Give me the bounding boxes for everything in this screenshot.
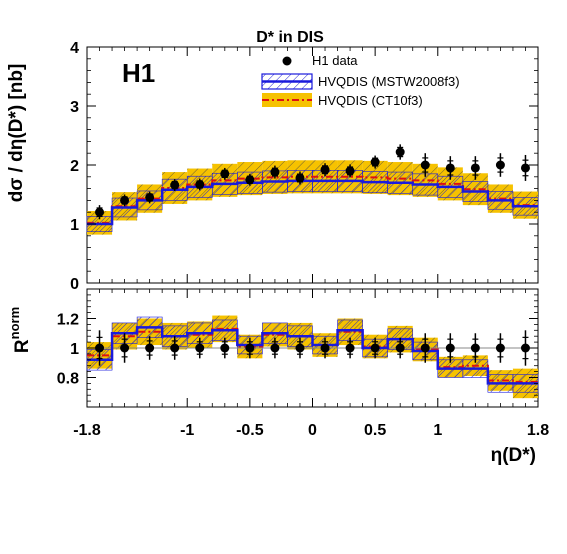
data-point bbox=[420, 343, 430, 353]
legend-marker-h1-data bbox=[282, 56, 292, 66]
y-axis-label-bottom-sup: norm bbox=[7, 307, 22, 340]
data-point bbox=[320, 343, 330, 353]
data-point bbox=[120, 195, 130, 205]
data-point bbox=[270, 343, 280, 353]
y-tick-label: 4 bbox=[70, 40, 79, 57]
data-point bbox=[95, 343, 105, 353]
legend-label-mstw: HVQDIS (MSTW2008f3) bbox=[318, 74, 460, 89]
data-point bbox=[445, 163, 455, 173]
data-point bbox=[245, 175, 255, 185]
data-point bbox=[395, 147, 405, 157]
data-point bbox=[445, 343, 455, 353]
data-point bbox=[395, 343, 405, 353]
data-point bbox=[320, 165, 330, 175]
x-tick-label: 1.8 bbox=[527, 422, 549, 439]
experiment-label: H1 bbox=[122, 58, 155, 88]
data-point bbox=[220, 169, 230, 179]
data-point bbox=[120, 343, 130, 353]
mstw-line-bottom bbox=[87, 326, 538, 385]
data-point bbox=[520, 343, 530, 353]
data-point bbox=[170, 343, 180, 353]
legend-label-h1-data: H1 data bbox=[312, 53, 358, 68]
y-tick-label: 0 bbox=[70, 276, 79, 293]
y-ticks-bottom: 0.8 1 1.2 bbox=[57, 288, 538, 408]
data-point bbox=[170, 180, 180, 190]
data-point bbox=[520, 163, 530, 173]
top-panel: 0 1 2 3 4 H1 H1 data HVQDIS (MSTW2008f3) HVQ… bbox=[6, 40, 539, 293]
y-tick-label: 1.2 bbox=[57, 312, 79, 329]
data-point bbox=[145, 343, 155, 353]
data-point bbox=[195, 179, 205, 189]
y-ticks-top: 0 1 2 3 4 bbox=[70, 40, 538, 293]
y-tick-label: 0.8 bbox=[57, 371, 79, 388]
data-point bbox=[245, 343, 255, 353]
y-tick-label: 1 bbox=[70, 217, 79, 234]
data-point bbox=[370, 343, 380, 353]
data-points-bottom bbox=[95, 330, 530, 366]
y-axis-label-bottom: Rnorm bbox=[7, 307, 33, 353]
data-point bbox=[95, 207, 105, 217]
data-point bbox=[370, 157, 380, 167]
data-point bbox=[420, 160, 430, 170]
data-point bbox=[345, 343, 355, 353]
x-ticks-top bbox=[86, 47, 539, 283]
x-tick-label: -1.8 bbox=[73, 422, 101, 439]
data-point bbox=[345, 166, 355, 176]
data-point bbox=[470, 343, 480, 353]
data-point bbox=[270, 167, 280, 177]
legend-label-ct10: HVQDIS (CT10f3) bbox=[318, 93, 423, 108]
y-axis-label-bottom-base: R bbox=[12, 339, 33, 353]
legend: H1 data HVQDIS (MSTW2008f3) HVQDIS (CT10… bbox=[261, 53, 460, 108]
x-tick-label: 1 bbox=[433, 422, 442, 439]
chart-title: D* in DIS bbox=[256, 29, 324, 46]
data-points-top bbox=[95, 144, 530, 220]
x-tick-label: 0 bbox=[308, 422, 317, 439]
data-point bbox=[145, 192, 155, 202]
y-axis-label-top: dσ / dη(D*) [nb] bbox=[6, 64, 27, 203]
x-tick-label: -0.5 bbox=[236, 422, 264, 439]
x-tick-label: -1 bbox=[180, 422, 194, 439]
x-tick-label: 0.5 bbox=[364, 422, 386, 439]
data-point bbox=[470, 163, 480, 173]
data-point bbox=[195, 343, 205, 353]
x-ticks-bottom: -1.8 -1 -0.5 0 0.5 1 1.8 bbox=[73, 289, 549, 439]
x-axis-label: η(D*) bbox=[491, 445, 536, 466]
data-point bbox=[295, 343, 305, 353]
bottom-panel: 0.8 1 1.2 -1.8 -1 -0.5 0 0.5 1 1.8 Rnorm η(D*) bbox=[7, 288, 549, 466]
y-tick-label: 1 bbox=[70, 341, 79, 358]
y-tick-label: 3 bbox=[70, 99, 79, 116]
data-point bbox=[295, 173, 305, 183]
y-tick-label: 2 bbox=[70, 158, 79, 175]
data-point bbox=[220, 343, 230, 353]
data-point bbox=[495, 343, 505, 353]
data-point bbox=[495, 160, 505, 170]
